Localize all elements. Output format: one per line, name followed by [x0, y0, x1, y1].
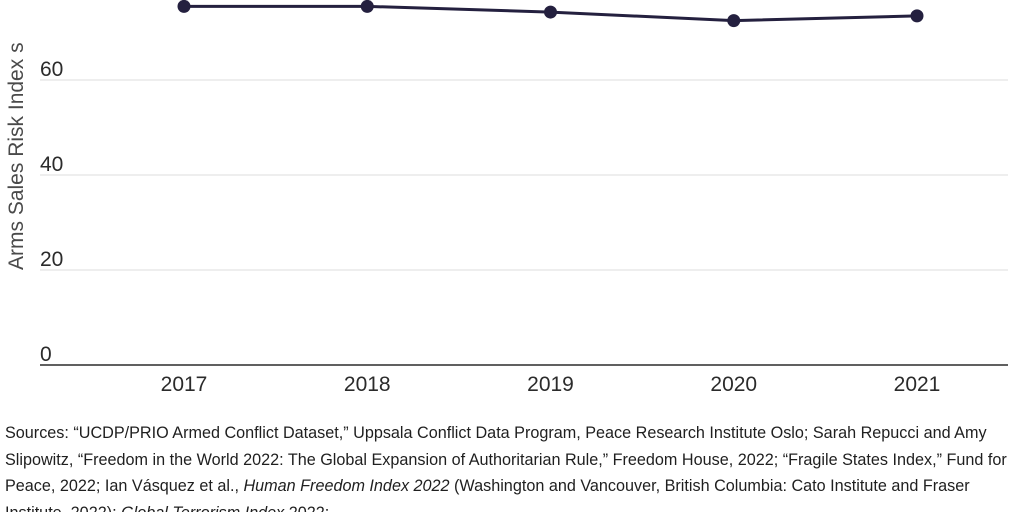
sources-line-4: (Washington and Vancouver, British Colum…	[5, 477, 970, 512]
x-tick-labels: 2017 2018 2019 2020 2021	[161, 373, 941, 396]
x-tick-label: 2017	[161, 373, 208, 396]
x-tick-label: 2019	[527, 373, 574, 396]
data-point-2019	[544, 5, 557, 19]
sources-line-4-end: 2022;	[284, 504, 330, 512]
sources-line-4-italic: Global Terrorism Index	[121, 504, 284, 512]
y-tick-label: 20	[40, 248, 63, 271]
y-tick-label: 40	[40, 153, 63, 176]
y-tick-labels: 0 20 40 60	[40, 58, 63, 366]
data-point-2017	[177, 0, 191, 13]
y-axis-label: Arms Sales Risk Index s	[5, 42, 28, 270]
sources-line-2: Repucci and Amy Slipowitz, “Freedom in t…	[5, 424, 987, 469]
grid-layer	[40, 79, 1008, 271]
x-tick-label: 2018	[344, 373, 391, 396]
data-point-2020	[727, 14, 741, 28]
chart-area: 0 20 40 60 2017 2018 2019 2020 2021 Arms Sales …	[5, 0, 1008, 396]
series-layer	[177, 0, 924, 28]
x-tick-label: 2021	[894, 373, 941, 396]
x-tick-label: 2020	[710, 373, 757, 396]
y-tick-label: 0	[40, 343, 52, 366]
sources-line-3-italic: Human Freedom Index 2022	[243, 477, 450, 496]
line-chart: 0 20 40 60 2017 2018 2019 2020 2021 Arms Sales …	[5, 0, 1008, 396]
y-tick-label: 60	[40, 58, 63, 81]
sources-line-1: Sources: “UCDP/PRIO Armed Conflict Datas…	[5, 424, 857, 442]
data-point-2021	[910, 9, 924, 23]
sources-note: Sources: “UCDP/PRIO Armed Conflict Datas…	[5, 420, 1021, 512]
data-point-2018	[360, 0, 374, 13]
sources-line-3: House, 2022; “Fragile States Index,” Fun…	[5, 450, 1007, 496]
